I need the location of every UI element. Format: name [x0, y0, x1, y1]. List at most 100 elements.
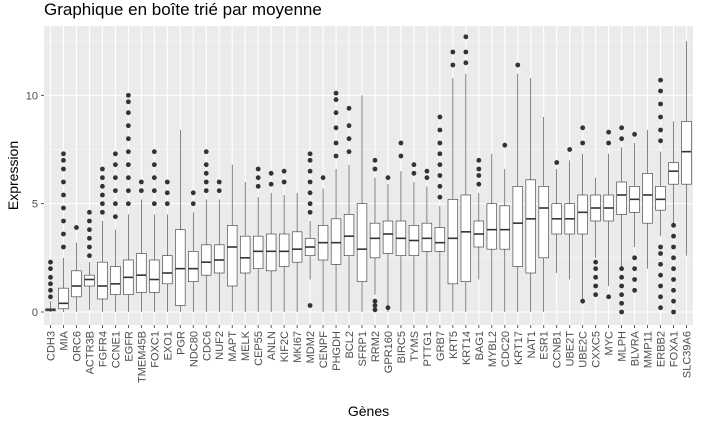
outlier-point — [281, 168, 287, 174]
box-TYMS — [408, 162, 420, 312]
outlier-point — [255, 166, 261, 172]
box-iqr — [110, 266, 121, 295]
outlier-point — [333, 153, 339, 159]
outlier-point — [619, 300, 625, 306]
box-iqr — [486, 203, 497, 250]
outlier-point — [87, 218, 92, 224]
box-MKI67 — [291, 192, 303, 312]
outlier-point — [255, 175, 261, 181]
outlier-point — [580, 298, 586, 304]
outlier-point — [100, 201, 105, 207]
x-tick-label: BIRC5 — [396, 331, 408, 363]
box-iqr — [214, 244, 225, 274]
x-tick-label: NDC80 — [188, 331, 200, 367]
outlier-point — [112, 214, 118, 220]
outlier-point — [658, 294, 663, 300]
outlier-point — [619, 309, 625, 315]
box-iqr — [577, 194, 588, 235]
box-iqr — [84, 274, 95, 287]
outlier-point — [203, 162, 209, 168]
outlier-point — [593, 283, 599, 289]
box-KRT14 — [460, 34, 472, 312]
x-tick-label: GPR160 — [383, 331, 395, 373]
outlier-point — [125, 149, 131, 155]
outlier-point — [671, 287, 676, 293]
box-CDC20 — [499, 142, 510, 312]
box-iqr — [291, 231, 303, 263]
box-iqr — [668, 162, 679, 185]
box-UBE2C — [577, 125, 588, 304]
outlier-point — [346, 105, 352, 111]
outlier-point — [606, 129, 612, 135]
x-tick-label: TMEM45B — [136, 331, 148, 383]
box-iqr — [525, 179, 536, 274]
outlier-point — [372, 307, 378, 313]
box-iqr — [460, 194, 472, 282]
outlier-point — [333, 97, 339, 103]
box-KRT5 — [447, 49, 459, 312]
outlier-point — [112, 175, 118, 181]
outlier-point — [87, 227, 92, 233]
box-ERBB2 — [655, 77, 666, 311]
x-tick-label: UBE2T — [565, 331, 577, 367]
outlier-point — [619, 274, 625, 280]
outlier-point — [61, 231, 66, 237]
outlier-point — [593, 259, 599, 265]
box-MMP11 — [642, 130, 653, 269]
outlier-point — [164, 190, 170, 196]
box-GRB7 — [434, 114, 446, 312]
outlier-point — [125, 162, 131, 168]
outlier-point — [437, 173, 443, 178]
outlier-point — [658, 261, 663, 267]
box-iqr — [58, 287, 69, 310]
outlier-point — [632, 255, 637, 261]
x-tick-label: BCL2 — [344, 331, 356, 359]
x-tick-label: SFRP1 — [357, 331, 369, 366]
outlier-point — [619, 125, 625, 131]
outlier-point — [437, 140, 443, 146]
outlier-point — [619, 292, 625, 298]
outlier-point — [632, 266, 637, 272]
box-MAPT — [227, 164, 238, 312]
outlier-point — [658, 127, 663, 133]
outlier-point — [48, 259, 53, 265]
x-tick-label: CDC20 — [500, 331, 512, 367]
x-tick-label: PGR — [175, 331, 187, 355]
outlier-point — [151, 201, 157, 207]
box-EXO1 — [162, 179, 173, 312]
outlier-point — [100, 166, 105, 172]
outlier-point — [463, 60, 469, 66]
x-axis-title: Gènes — [348, 403, 389, 419]
outlier-point — [112, 151, 118, 157]
outlier-point — [515, 62, 521, 68]
outlier-point — [437, 114, 443, 120]
outlier-point — [307, 168, 313, 174]
box-iqr — [265, 233, 277, 272]
box-MYBL2 — [486, 153, 497, 312]
outlier-point — [281, 179, 287, 185]
box-iqr — [616, 181, 627, 215]
outlier-point — [333, 110, 339, 116]
outlier-point — [125, 110, 131, 116]
x-tick-label: BAG1 — [474, 331, 486, 360]
x-tick-label: MYC — [604, 331, 616, 356]
outlier-point — [372, 298, 378, 304]
outlier-point — [307, 303, 313, 308]
x-tick-label: MKI67 — [292, 331, 304, 363]
outlier-point — [632, 131, 637, 137]
box-ORC6 — [71, 225, 82, 312]
outlier-point — [398, 140, 404, 146]
outlier-point — [619, 136, 625, 142]
box-iqr — [149, 259, 160, 293]
outlier-point — [138, 179, 144, 185]
box-BLVRA — [629, 131, 640, 293]
x-tick-label: PHGDH — [331, 331, 343, 371]
x-tick-label: ACTR3B — [84, 331, 96, 374]
box-SLC39A6 — [681, 41, 692, 256]
x-tick-label: KRT14 — [461, 331, 473, 365]
box-KIF2C — [278, 168, 290, 312]
box-iqr — [71, 270, 82, 298]
x-tick-label: MDM2 — [305, 331, 317, 363]
outlier-point — [307, 190, 313, 196]
